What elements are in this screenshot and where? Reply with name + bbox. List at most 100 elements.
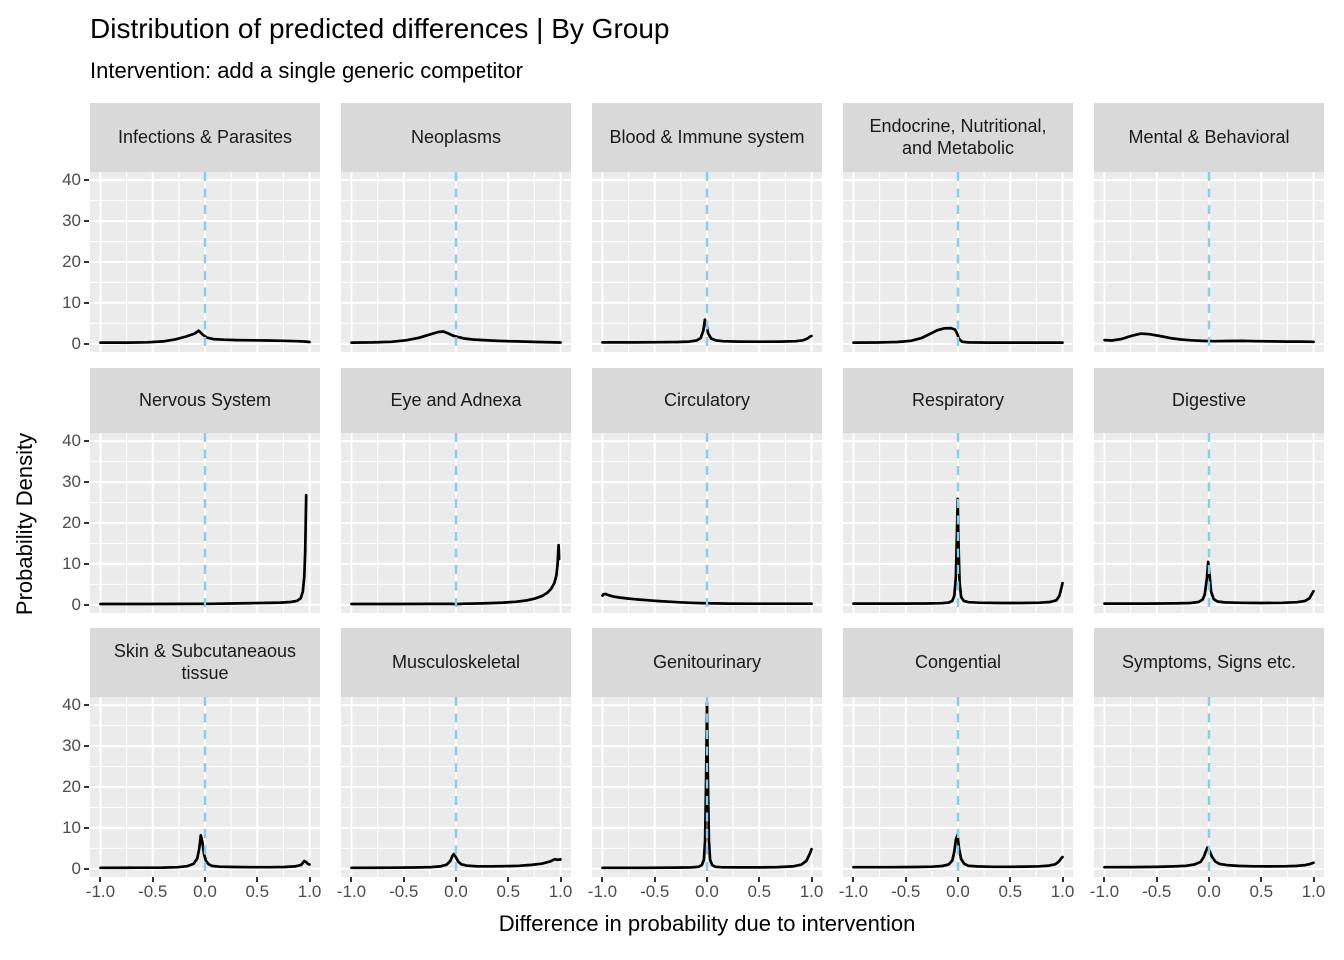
facet-strip-congential: Congential xyxy=(843,628,1073,697)
facet-label: Symptoms, Signs etc. xyxy=(1121,651,1297,672)
x-tick-label: 0.5 xyxy=(245,882,270,901)
y-tick-mark xyxy=(84,261,89,263)
facet-label: Congential xyxy=(914,651,1002,672)
facet-strip-symptoms-signs-etc: Symptoms, Signs etc. xyxy=(1094,628,1324,697)
x-tick-label: -1.0 xyxy=(1089,882,1120,901)
facet-strip-eye-and-adnexa: Eye and Adnexa xyxy=(341,368,571,433)
density-curve-infections-parasites xyxy=(99,329,311,344)
x-tick-mark xyxy=(308,877,311,882)
facet-label: Musculoskeletal xyxy=(391,651,521,672)
facet-panel-endocrine-nutritional-and-metabolic xyxy=(843,172,1073,352)
x-tick-mark xyxy=(810,877,813,882)
x-tick-label: -0.5 xyxy=(389,882,419,901)
facet-panel-neoplasms xyxy=(341,172,571,352)
y-tick-mark xyxy=(84,867,89,870)
x-tick-mark xyxy=(1009,877,1012,882)
facet-strip-infections-parasites: Infections & Parasites xyxy=(90,103,320,172)
facet-panel-circulatory xyxy=(592,433,822,613)
y-tick-label: 10 xyxy=(62,553,81,573)
x-tick-label: 1.0 xyxy=(548,882,573,901)
y-tick-mark xyxy=(84,301,89,304)
x-tick-label: 0.5 xyxy=(496,882,521,901)
facet-label: Eye and Adnexa xyxy=(390,389,522,410)
density-curve-digestive xyxy=(1103,560,1315,605)
chart-title: Distribution of predicted differences | … xyxy=(90,13,670,44)
facet-label: Digestive xyxy=(1171,389,1247,410)
x-tick-label: -0.5 xyxy=(1142,882,1172,901)
x-tick-mark xyxy=(151,877,154,882)
y-tick-label: 30 xyxy=(62,211,81,231)
x-tick-mark xyxy=(559,877,562,882)
y-tick-label: 30 xyxy=(62,736,81,756)
x-tick-label: 0.0 xyxy=(946,882,970,901)
x-tick-label: 1.0 xyxy=(799,882,824,901)
x-tick-mark xyxy=(1061,877,1064,882)
x-tick-label: 0.0 xyxy=(444,882,468,901)
x-tick-mark xyxy=(957,877,959,882)
density-curve-eye-and-adnexa xyxy=(350,543,561,606)
facet-panel-symptoms-signs-etc xyxy=(1094,697,1324,877)
facet-label: Circulatory xyxy=(663,389,751,410)
y-tick-mark xyxy=(84,481,89,484)
facet-panel-nervous-system xyxy=(90,433,320,613)
x-tick-mark xyxy=(1103,877,1106,882)
y-tick-label: 40 xyxy=(62,431,81,451)
y-tick-mark xyxy=(84,826,89,829)
density-curve-neoplasms xyxy=(350,330,562,344)
x-tick-mark xyxy=(350,877,353,882)
facet-label: Endocrine, Nutritional, and Metabolic xyxy=(869,115,1047,158)
y-tick-mark xyxy=(84,786,89,788)
y-tick-mark xyxy=(84,440,89,443)
x-tick-mark xyxy=(758,877,761,882)
y-tick-label: 0 xyxy=(71,594,81,614)
facet-strip-digestive: Digestive xyxy=(1094,368,1324,433)
x-tick-mark xyxy=(1155,877,1158,882)
y-tick-mark xyxy=(84,562,89,565)
facet-panel-musculoskeletal xyxy=(341,697,571,877)
facet-panel-respiratory xyxy=(843,433,1073,613)
y-tick-mark xyxy=(84,220,89,223)
density-curve-symptoms-signs-etc xyxy=(1103,846,1315,869)
y-tick-label: 10 xyxy=(62,292,81,312)
x-tick-mark xyxy=(99,877,102,882)
x-tick-mark xyxy=(904,877,907,882)
facet-panel-blood-immune-system xyxy=(592,172,822,352)
facet-strip-blood-immune-system: Blood & Immune system xyxy=(592,103,822,172)
x-tick-label: -1.0 xyxy=(587,882,618,901)
x-tick-mark xyxy=(204,877,206,882)
facet-panel-skin-subcutaneaous-tissue xyxy=(90,697,320,877)
facet-strip-mental-behavioral: Mental & Behavioral xyxy=(1094,103,1324,172)
y-tick-mark xyxy=(84,179,89,182)
x-tick-mark xyxy=(507,877,510,882)
density-curve-nervous-system xyxy=(99,493,308,606)
x-tick-mark xyxy=(653,877,656,882)
facet-panel-eye-and-adnexa xyxy=(341,433,571,613)
facet-panel-mental-behavioral xyxy=(1094,172,1324,352)
x-tick-mark xyxy=(706,877,708,882)
x-tick-mark xyxy=(256,877,259,882)
x-tick-label: 0.0 xyxy=(695,882,719,901)
x-tick-label: 1.0 xyxy=(1301,882,1326,901)
density-curve-mental-behavioral xyxy=(1103,332,1315,344)
facet-strip-neoplasms: Neoplasms xyxy=(341,103,571,172)
x-tick-label: 1.0 xyxy=(297,882,322,901)
density-curve-endocrine-nutritional-and-metabolic xyxy=(852,326,1064,344)
x-tick-mark xyxy=(402,877,405,882)
facet-strip-skin-subcutaneaous-tissue: Skin & Subcutaneaous tissue xyxy=(90,628,320,697)
facet-strip-circulatory: Circulatory xyxy=(592,368,822,433)
x-tick-label: -1.0 xyxy=(336,882,367,901)
x-tick-label: -0.5 xyxy=(640,882,670,901)
density-curve-skin-subcutaneaous-tissue xyxy=(99,833,311,870)
facet-panel-genitourinary xyxy=(592,697,822,877)
x-tick-label: 0.5 xyxy=(1249,882,1274,901)
density-curve-genitourinary xyxy=(601,701,813,870)
y-tick-label: 40 xyxy=(62,695,81,715)
x-tick-label: 1.0 xyxy=(1050,882,1075,901)
x-tick-label: -1.0 xyxy=(838,882,869,901)
facet-panel-digestive xyxy=(1094,433,1324,613)
density-curve-respiratory xyxy=(852,497,1064,605)
density-curve-musculoskeletal xyxy=(350,852,562,870)
facet-label: Blood & Immune system xyxy=(609,126,805,147)
y-tick-label: 20 xyxy=(62,513,81,532)
